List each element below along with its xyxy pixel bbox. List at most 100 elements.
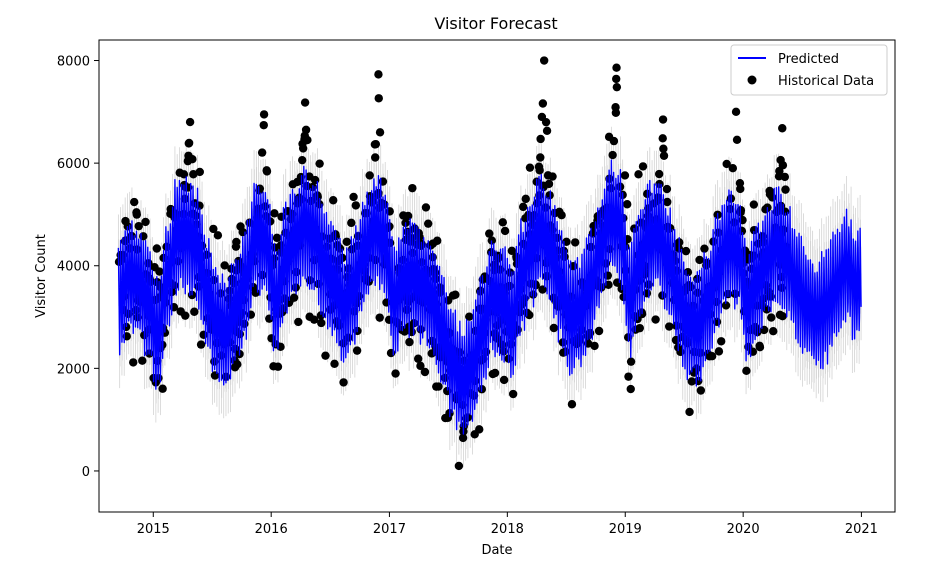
historical-point [508,389,518,399]
historical-point [635,323,644,333]
historical-point [185,117,195,127]
historical-point [707,351,717,361]
y-axis: 0 2000 4000 6000 8000 [57,55,99,480]
historical-point [300,98,310,107]
historical-point [485,229,494,238]
legend-historical-swatch [747,75,757,85]
historical-point [365,171,374,180]
historical-point [458,433,468,443]
historical-point [681,246,691,256]
historical-point [767,313,776,322]
historical-point [454,461,464,471]
historical-point [255,184,265,193]
historical-point [375,128,385,137]
historical-point [259,120,268,130]
historical-point [352,346,362,355]
historical-point [535,166,544,175]
historical-point [155,267,164,276]
x-tick-label: 2018 [491,522,524,537]
historical-point [190,307,199,316]
historical-point [408,183,417,193]
historical-point [548,172,557,181]
historical-point [769,327,778,336]
x-tick-label: 2017 [373,522,406,537]
historical-point [129,358,138,367]
historical-point [188,155,197,164]
legend-box [730,44,888,96]
plot-frame [98,39,896,513]
historical-point [624,372,633,381]
historical-point [380,200,389,209]
historical-point [638,162,648,171]
historical-point [371,153,380,162]
historical-point [347,218,356,228]
chart-title: Visitor Forecast [434,14,557,33]
historical-point [611,108,621,117]
historical-point [321,351,330,360]
x-tick-label: 2021 [845,522,878,537]
historical-point [749,200,759,209]
historical-point [420,367,430,377]
historical-point [542,126,552,136]
historical-point [158,384,167,393]
historical-point [731,107,741,117]
historical-point [270,209,279,218]
historical-point [525,163,535,172]
historical-point [351,201,361,210]
historical-point [612,82,622,92]
historical-point [755,342,765,352]
historical-point [330,359,339,368]
historical-point [518,202,528,212]
historical-point [778,161,788,170]
historical-point [289,293,299,302]
x-tick-label: 2019 [609,522,642,537]
historical-point [620,171,630,180]
plot-area [114,56,862,471]
historical-point [714,347,724,356]
historical-point [132,210,141,219]
historical-point [742,366,751,376]
historical-point [612,63,621,72]
historical-point [499,375,509,385]
historical-point [659,144,668,153]
historical-point [403,211,413,221]
y-tick-label: 4000 [57,260,90,275]
historical-point [298,144,308,153]
historical-point [189,170,198,179]
historical-point [421,203,431,212]
historical-point [664,322,674,331]
historical-point [272,233,282,243]
historical-point [780,172,790,182]
historical-point [539,56,549,65]
historical-point [195,167,204,177]
historical-point [329,196,338,205]
historical-point [413,354,423,363]
historical-point [651,315,660,324]
historical-point [371,139,381,149]
historical-point [391,369,400,378]
y-tick-label: 2000 [57,362,90,377]
y-tick-label: 6000 [57,157,90,172]
historical-point [498,218,508,227]
historical-point [695,255,704,265]
historical-point [233,360,242,369]
y-tick-label: 8000 [57,55,90,70]
y-axis-title: Visitor Count [34,234,49,318]
historical-point [608,150,617,160]
historical-point [536,134,545,144]
historical-point [257,148,267,157]
historical-point [375,313,384,322]
historical-point [251,288,260,297]
historical-point [521,194,530,204]
historical-point [717,337,726,346]
historical-point [434,382,443,391]
historical-point [141,217,150,227]
historical-point [662,184,672,194]
historical-point [262,167,272,176]
historical-point [634,170,643,179]
historical-point [475,425,484,434]
historical-point [196,340,206,349]
historical-point [138,356,147,365]
historical-point [736,184,745,194]
